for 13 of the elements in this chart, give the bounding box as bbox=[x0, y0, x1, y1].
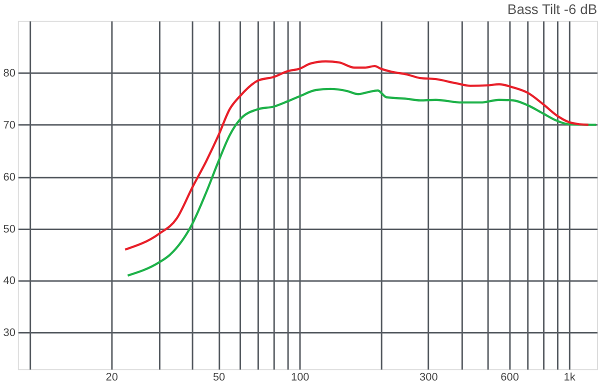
y-tick-label: 60 bbox=[3, 171, 16, 184]
x-tick-label: 50 bbox=[212, 372, 226, 384]
chart-title: Bass Tilt -6 dB bbox=[507, 0, 598, 17]
x-tick-label: 20 bbox=[106, 372, 118, 384]
x-tick-label: 100 bbox=[291, 372, 310, 384]
y-tick-label: 40 bbox=[3, 275, 16, 288]
y-tick-label: 70 bbox=[3, 119, 16, 132]
y-tick-label: 50 bbox=[3, 223, 16, 236]
x-tick-label: 600 bbox=[500, 372, 519, 384]
y-tick-label: 30 bbox=[3, 327, 16, 340]
x-tick-label: 1k bbox=[564, 372, 576, 384]
x-tick-label: 300 bbox=[420, 372, 438, 384]
y-tick-label: 80 bbox=[3, 67, 16, 80]
